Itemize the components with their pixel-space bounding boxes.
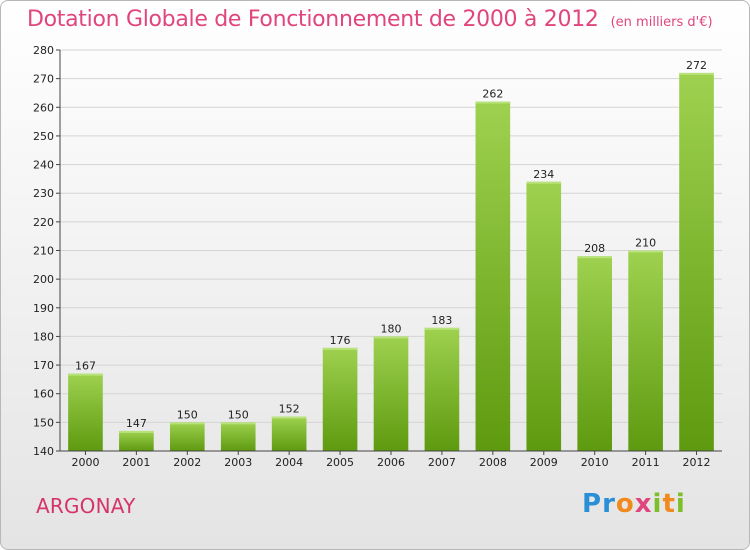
- x-tick-label-2006: 2006: [377, 456, 405, 469]
- x-tick-label-2008: 2008: [479, 456, 507, 469]
- value-label-2004: 152: [279, 403, 300, 416]
- value-label-2006: 180: [381, 322, 402, 335]
- bar-top-highlight: [373, 336, 409, 339]
- y-tick-label: 260: [33, 101, 54, 114]
- bar-top-highlight: [119, 430, 154, 433]
- bar-top-highlight: [577, 256, 613, 259]
- y-tick-label: 200: [33, 273, 54, 286]
- chart-title-text: Dotation Globale de Fonctionnement de 20…: [27, 7, 599, 32]
- value-label-2002: 150: [177, 408, 198, 421]
- bar-2011: [628, 250, 663, 451]
- bar-top-highlight: [424, 327, 460, 330]
- bar-top-highlight: [271, 416, 307, 419]
- bars: 167 147 150 150 152 176 180 183 262 234 208 210 272: [68, 59, 714, 452]
- value-label-2008: 262: [482, 88, 503, 101]
- x-tick-label-2002: 2002: [173, 456, 201, 469]
- bar-top-highlight: [220, 422, 256, 425]
- value-label-2009: 234: [533, 168, 554, 181]
- value-label-2005: 176: [330, 334, 351, 347]
- bar-2003: [220, 422, 256, 451]
- x-tick-label-2003: 2003: [224, 456, 252, 469]
- bar-2001: [119, 430, 154, 451]
- y-tick-label: 160: [33, 388, 54, 401]
- x-tick-label-2007: 2007: [428, 456, 456, 469]
- bar-2009: [526, 181, 562, 451]
- x-tick-label-2011: 2011: [632, 456, 660, 469]
- x-tick-label-2005: 2005: [326, 456, 354, 469]
- value-label-2010: 208: [584, 242, 605, 255]
- bar-2000: [68, 373, 103, 451]
- x-tick-label-2004: 2004: [275, 456, 303, 469]
- y-tick-label: 150: [33, 416, 54, 429]
- bar-top-highlight: [322, 347, 358, 350]
- x-tick-label-2010: 2010: [581, 456, 609, 469]
- value-label-2012: 272: [686, 59, 707, 72]
- bar-top-highlight: [475, 101, 511, 104]
- y-tick-label: 220: [33, 216, 54, 229]
- y-tick-label: 230: [33, 187, 54, 200]
- x-tick-label-2009: 2009: [530, 456, 558, 469]
- y-tick-label: 190: [33, 302, 54, 315]
- y-tick-label: 140: [33, 445, 54, 458]
- bar-2005: [322, 347, 358, 451]
- y-axis: 140 150 160 170 180 190 200 210 220 230 240 250 260 2…: [33, 44, 60, 458]
- x-tick-label-2001: 2001: [122, 456, 150, 469]
- bar-2004: [271, 416, 307, 451]
- bar-2006: [373, 336, 409, 451]
- chart-title: Dotation Globale de Fonctionnement de 20…: [27, 7, 713, 32]
- x-axis: 2000 2001 2002 2003 2004 2005 2006 2007 2008 2009…: [71, 451, 711, 469]
- bar-2008: [475, 101, 511, 452]
- bar-2007: [424, 327, 460, 451]
- bar-top-highlight: [169, 422, 205, 425]
- y-tick-label: 280: [33, 44, 54, 57]
- bar-top-highlight: [526, 181, 562, 184]
- value-label-2011: 210: [635, 237, 656, 250]
- y-tick-label: 210: [33, 245, 54, 258]
- bar-top-highlight: [68, 373, 103, 376]
- proxiti-logo[interactable]: Proxiti: [582, 489, 686, 519]
- chart-subtitle: (en milliers d'€): [610, 15, 713, 30]
- y-tick-label: 240: [33, 159, 54, 172]
- x-tick-label-2000: 2000: [71, 456, 99, 469]
- value-label-2001: 147: [126, 417, 147, 430]
- bar-2010: [577, 256, 613, 451]
- commune-name: ARGONAY: [36, 494, 136, 518]
- value-label-2007: 183: [431, 314, 452, 327]
- value-label-2000: 167: [75, 360, 96, 373]
- x-tick-label-2012: 2012: [683, 456, 711, 469]
- y-tick-label: 170: [33, 359, 54, 372]
- y-tick-label: 180: [33, 330, 54, 343]
- y-tick-label: 270: [33, 73, 54, 86]
- bar-2002: [169, 422, 205, 451]
- bar-top-highlight: [679, 72, 714, 75]
- y-tick-label: 250: [33, 130, 54, 143]
- value-label-2003: 150: [228, 408, 249, 421]
- bar-top-highlight: [628, 250, 663, 253]
- bar-2012: [679, 72, 714, 452]
